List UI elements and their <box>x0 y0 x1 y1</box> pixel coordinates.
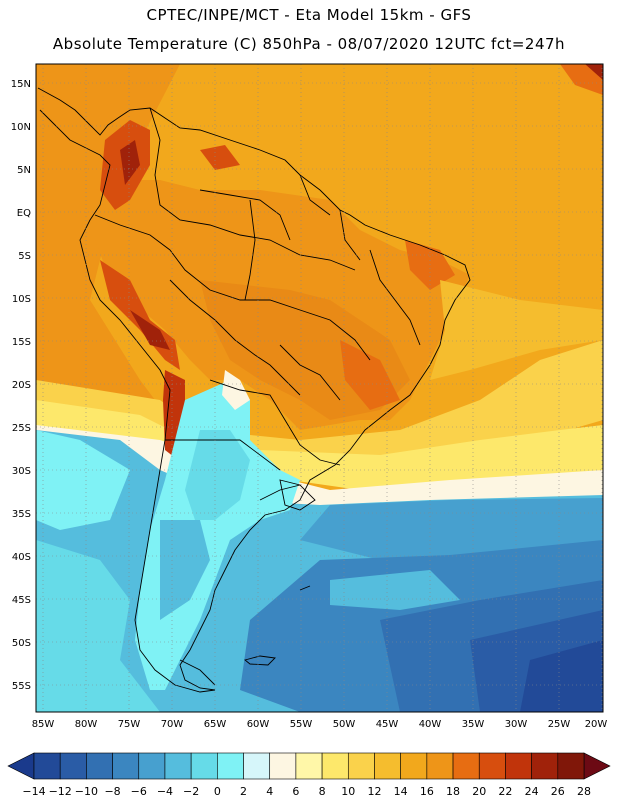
lon-label: 55W <box>290 719 313 730</box>
colorbar-tick-label: −8 <box>104 785 120 798</box>
colorbar-tick-label: 22 <box>498 785 512 798</box>
lat-label: 5N <box>17 165 31 176</box>
title-line-1: CPTEC/INPE/MCT - Eta Model 15km - GFS <box>146 6 472 24</box>
colorbar-swatch <box>164 752 192 780</box>
colorbar-swatch <box>86 752 113 780</box>
colorbar-swatch <box>190 752 218 780</box>
colorbar-swatch <box>33 752 61 780</box>
colorbar-swatch <box>478 752 506 780</box>
colorbar-swatch <box>426 752 454 780</box>
colorbar-low-arrow <box>7 752 35 780</box>
colorbar-tick-label: −4 <box>157 785 173 798</box>
colorbar-swatch <box>452 752 480 780</box>
colorbar-tick-label: 6 <box>292 785 299 798</box>
temperature-field <box>36 64 603 712</box>
lat-labels: 15N 10N 5N EQ 5S 10S 15S 20S 25S 30S 35S… <box>11 79 31 692</box>
lon-label: 45W <box>376 719 399 730</box>
colorbar-swatch <box>531 752 559 780</box>
colorbar: −14 −12 −10 −8 −6 −4 −2 0 2 4 6 8 10 12 14 16 18 20 22 24 26… <box>7 752 611 798</box>
colorbar-tick-label: 4 <box>266 785 273 798</box>
lon-label: 65W <box>204 719 227 730</box>
colorbar-swatch <box>138 752 166 780</box>
colorbar-tick-label: 10 <box>341 785 355 798</box>
colorbar-tick-label: 26 <box>551 785 565 798</box>
colorbar-swatch <box>295 752 323 780</box>
colorbar-swatch <box>217 752 244 780</box>
colorbar-tick-label: 18 <box>446 785 460 798</box>
lat-label: 45S <box>12 595 31 606</box>
lon-label: 70W <box>161 719 184 730</box>
lat-label: 35S <box>12 509 31 520</box>
colorbar-tick-label: 20 <box>472 785 486 798</box>
lon-label: 40W <box>419 719 442 730</box>
title-line-2: Absolute Temperature (C) 850hPa - 08/07/… <box>52 35 566 53</box>
colorbar-tick-label: 16 <box>420 785 434 798</box>
colorbar-swatch <box>321 752 349 780</box>
lon-label: 35W <box>462 719 485 730</box>
lat-label: 50S <box>12 638 31 649</box>
lon-label: 30W <box>505 719 528 730</box>
colorbar-tick-label: 2 <box>240 785 247 798</box>
colorbar-tick-label: −14 <box>22 785 45 798</box>
colorbar-tick-label: −12 <box>49 785 72 798</box>
lat-label: 10S <box>12 294 31 305</box>
colorbar-tick-label: 28 <box>577 785 591 798</box>
lat-label: 25S <box>12 423 31 434</box>
lon-labels: 85W 80W 75W 70W 65W 60W 55W 50W 45W 40W … <box>32 719 608 730</box>
lon-label: 25W <box>548 719 571 730</box>
lat-label: 10N <box>11 122 31 133</box>
lon-label: 50W <box>333 719 356 730</box>
colorbar-swatch <box>243 752 271 780</box>
colorbar-tick-label: 24 <box>525 785 539 798</box>
lat-lon-grid <box>36 64 603 712</box>
colorbar-tick-label: 14 <box>394 785 408 798</box>
colorbar-tick-label: 12 <box>367 785 381 798</box>
lat-label: 15S <box>12 337 31 348</box>
coastlines <box>37 87 471 693</box>
lon-label: 85W <box>32 719 55 730</box>
colorbar-tick-label: −6 <box>131 785 147 798</box>
lat-label: 30S <box>12 466 31 477</box>
colorbar-swatch <box>400 752 428 780</box>
colorbar-swatch <box>505 752 532 780</box>
colorbar-tick-label: 8 <box>319 785 326 798</box>
lon-label: 60W <box>247 719 270 730</box>
lat-label: EQ <box>17 208 31 219</box>
colorbar-tick-label: 0 <box>214 785 221 798</box>
colorbar-swatch <box>59 752 87 780</box>
colorbar-swatch <box>374 752 401 780</box>
colorbar-swatch <box>347 752 375 780</box>
colorbar-high-arrow <box>583 752 611 780</box>
lon-label: 75W <box>118 719 141 730</box>
colorbar-tick-label: −2 <box>183 785 199 798</box>
lat-label: 20S <box>12 380 31 391</box>
lat-label: 55S <box>12 681 31 692</box>
lon-label: 80W <box>75 719 98 730</box>
lat-label: 5S <box>18 251 31 262</box>
lat-label: 15N <box>11 79 31 90</box>
colorbar-tick-label: −10 <box>75 785 98 798</box>
map-frame <box>35 63 604 713</box>
colorbar-swatch <box>112 752 140 780</box>
lat-label: 40S <box>12 552 31 563</box>
colorbar-swatch <box>557 752 585 780</box>
lon-label: 20W <box>585 719 608 730</box>
colorbar-swatch <box>269 752 297 780</box>
